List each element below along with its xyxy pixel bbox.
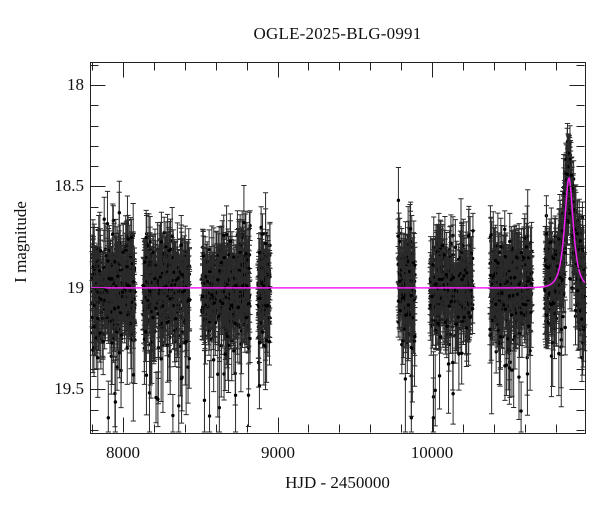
y-tick-label: 19.5 <box>54 379 84 398</box>
x-tick-label: 9000 <box>261 443 295 462</box>
x-tick-label: 10000 <box>410 443 454 462</box>
chart-title: OGLE-2025-BLG-0991 <box>253 24 422 43</box>
y-axis-label: I magnitude <box>11 201 30 283</box>
y-tick-label: 18 <box>67 75 84 94</box>
y-tick-label: 19 <box>67 278 84 297</box>
x-axis-label: HJD - 2450000 <box>285 473 390 492</box>
x-tick-label: 8000 <box>106 443 140 462</box>
y-tick-label: 18.5 <box>54 176 84 195</box>
